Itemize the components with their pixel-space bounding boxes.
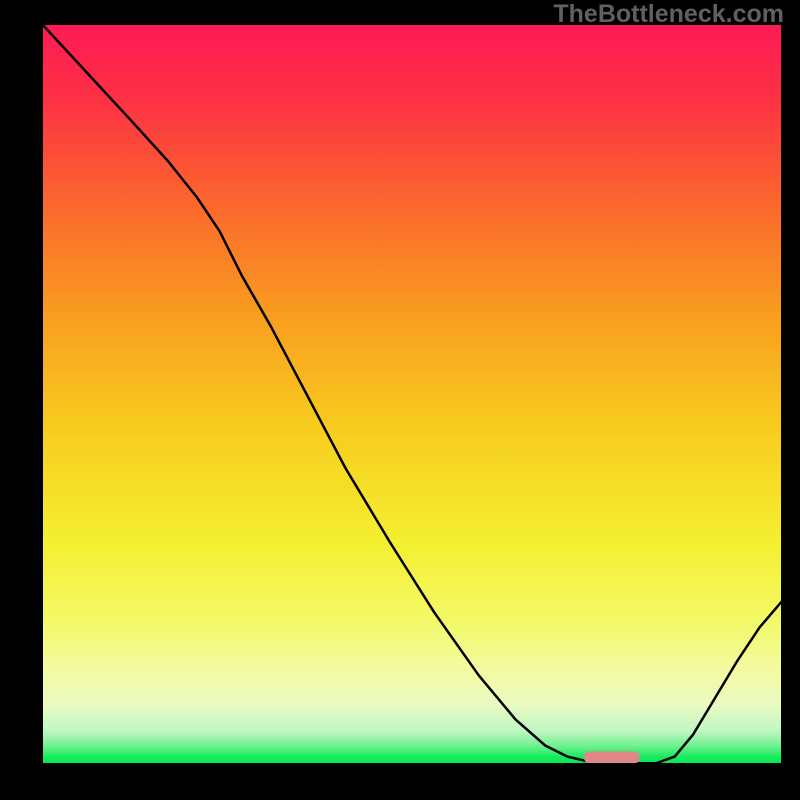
plot-area	[42, 24, 782, 764]
chart-container: TheBottleneck.com	[0, 0, 800, 800]
gradient-background	[42, 24, 782, 764]
watermark-text: TheBottleneck.com	[553, 0, 784, 29]
optimal-marker	[584, 751, 640, 763]
plot-svg	[42, 24, 782, 764]
